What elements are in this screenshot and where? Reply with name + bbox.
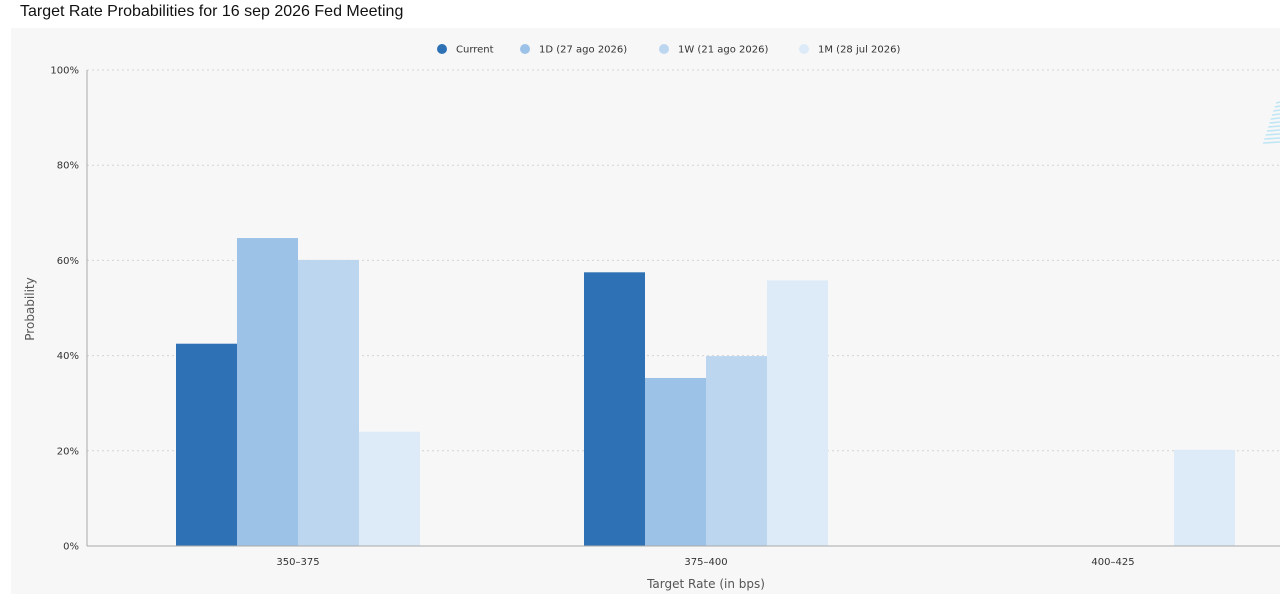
legend-item-label[interactable]: 1D (27 ago 2026) xyxy=(539,45,627,56)
y-tick-label: 60% xyxy=(57,256,79,267)
bar[interactable] xyxy=(359,431,420,546)
bar[interactable] xyxy=(706,356,767,546)
watermark-stroke xyxy=(1266,129,1280,132)
watermark-stroke xyxy=(1271,113,1280,116)
bar[interactable] xyxy=(767,280,828,546)
bar[interactable] xyxy=(1174,449,1235,546)
legend-item-label[interactable]: 1W (21 ago 2026) xyxy=(678,45,768,56)
bar[interactable] xyxy=(584,272,645,546)
x-tick-label: 350–375 xyxy=(276,557,319,568)
legend-marker[interactable] xyxy=(437,44,447,54)
bar-chart: Current 1D (27 ago 2026) 1W (21 ago 2026) 1… xyxy=(23,44,1280,591)
watermark-stroke xyxy=(1268,125,1280,128)
watermark-stroke xyxy=(1269,121,1280,124)
y-axis-title: Probability xyxy=(23,277,37,340)
watermark-stroke xyxy=(1264,137,1280,140)
legend-marker[interactable] xyxy=(799,44,809,54)
legend[interactable]: Current 1D (27 ago 2026) 1W (21 ago 2026) 1… xyxy=(437,44,900,56)
bar[interactable] xyxy=(237,238,298,546)
axes: 0% 20% 40% 60% 80% 100% 350–375 375–400 400–425 xyxy=(50,66,1280,568)
x-tick-label: 375–400 xyxy=(684,557,727,568)
watermark-stroke xyxy=(1270,117,1280,120)
watermark-stroke xyxy=(1274,105,1280,108)
watermark-stroke xyxy=(1262,141,1280,144)
watermark-stroke xyxy=(1275,101,1280,104)
page-title: Target Rate Probabilities for 16 sep 202… xyxy=(20,3,404,20)
legend-item-label[interactable]: 1M (28 jul 2026) xyxy=(818,45,900,56)
legend-marker[interactable] xyxy=(520,44,530,54)
bars xyxy=(176,238,1235,546)
watermark-logo-icon xyxy=(1262,101,1280,144)
chart-panel: Current 1D (27 ago 2026) 1W (21 ago 2026) 1… xyxy=(11,28,1280,594)
bar[interactable] xyxy=(645,377,706,546)
y-tick-label: 40% xyxy=(57,351,79,362)
bar[interactable] xyxy=(176,343,237,546)
legend-item-label[interactable]: Current xyxy=(456,45,494,56)
x-axis-title: Target Rate (in bps) xyxy=(646,577,765,591)
legend-marker[interactable] xyxy=(659,44,669,54)
y-tick-label: 80% xyxy=(57,161,79,172)
watermark-stroke xyxy=(1265,133,1280,136)
x-tick-label: 400–425 xyxy=(1091,557,1134,568)
y-tick-label: 20% xyxy=(57,446,79,457)
watermark-stroke xyxy=(1273,109,1280,112)
y-tick-label: 100% xyxy=(50,66,79,77)
bar[interactable] xyxy=(298,259,359,546)
y-tick-label: 0% xyxy=(63,542,79,553)
